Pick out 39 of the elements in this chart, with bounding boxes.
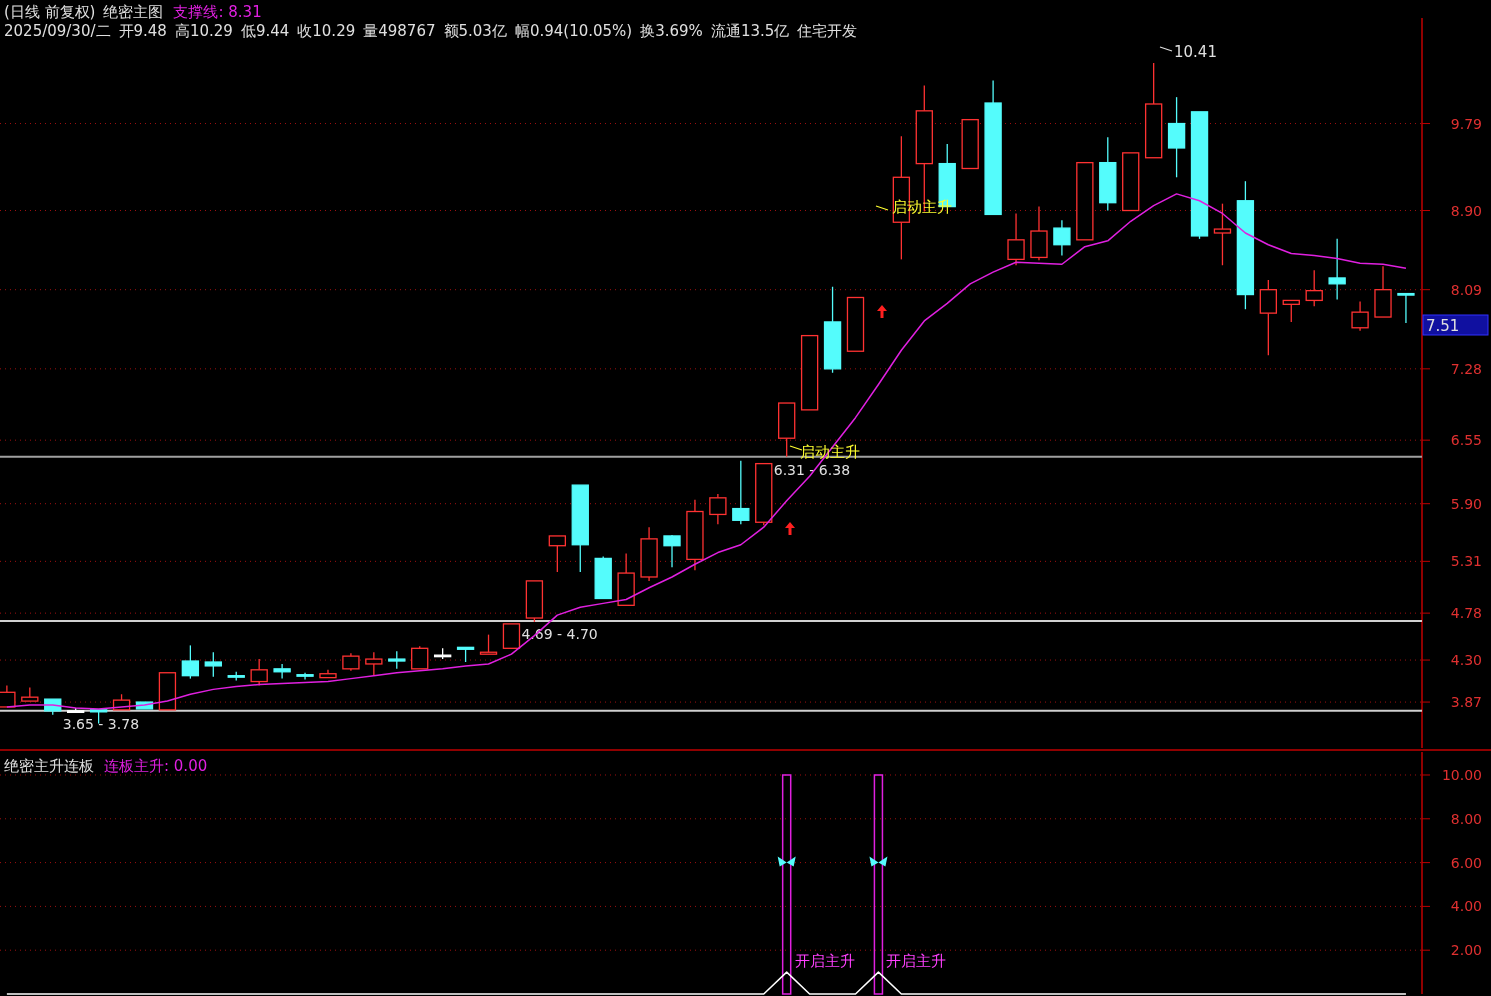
annotation: 换3.69% (640, 22, 703, 40)
annotation: 流通13.5亿 (710, 22, 790, 40)
annotation: 10.41 (1174, 43, 1217, 61)
text: 支撑线 (173, 3, 219, 21)
y-tick-label: 4.30 (1450, 652, 1482, 669)
annotation: 收10.29 (297, 22, 356, 40)
y-tick-label: 4.78 (1450, 605, 1482, 622)
y-tick-label: 6.00 (1450, 854, 1482, 871)
data-label: 开启主升 (794, 952, 855, 971)
text: 7.51 (1426, 317, 1460, 335)
annotation: 6.31 - 6.38 (773, 461, 851, 478)
y-tick-label: 9.79 (1450, 115, 1482, 132)
y-tick-label: 8.90 (1450, 202, 1482, 219)
annotation: 2025/09/30/二 (4, 22, 111, 40)
y-tick-label: 6.55 (1450, 432, 1482, 449)
y-tick-label: 8.09 (1450, 281, 1482, 298)
annotation: 幅0.94(10.05%) (514, 22, 633, 40)
annotation: 额5.03亿 (443, 22, 507, 40)
y-tick-label: 5.90 (1450, 495, 1482, 512)
annotation: : 0.00 (164, 757, 208, 775)
y-tick-label: 2.00 (1450, 942, 1482, 959)
chart-subtitle: (日线 前复权) (4, 3, 96, 21)
annotation: 低9.44 (240, 22, 290, 40)
annotation: 住宅开发 (796, 22, 858, 40)
annotation: 3.65 - 3.78 (62, 715, 140, 732)
annotation: 开9.48 (118, 22, 167, 40)
chart-title: 绝密主图 (103, 3, 164, 21)
y-tick-label: 8.00 (1450, 810, 1482, 827)
y-tick-label: 5.31 (1450, 553, 1482, 570)
chart-title: 绝密主升连板 (4, 757, 94, 775)
y-tick-label: 3.87 (1450, 694, 1482, 711)
text: 连板主升 (104, 757, 164, 775)
data-label: 开启主升 (886, 952, 947, 971)
annotation: 高10.29 (174, 22, 233, 40)
y-tick-label: 7.28 (1450, 360, 1482, 377)
y-tick-label: 10.00 (1441, 767, 1482, 783)
annotation: 量498767 (363, 22, 436, 40)
annotation: : 8.31 (218, 3, 262, 21)
y-tick-label: 4.00 (1450, 898, 1482, 915)
